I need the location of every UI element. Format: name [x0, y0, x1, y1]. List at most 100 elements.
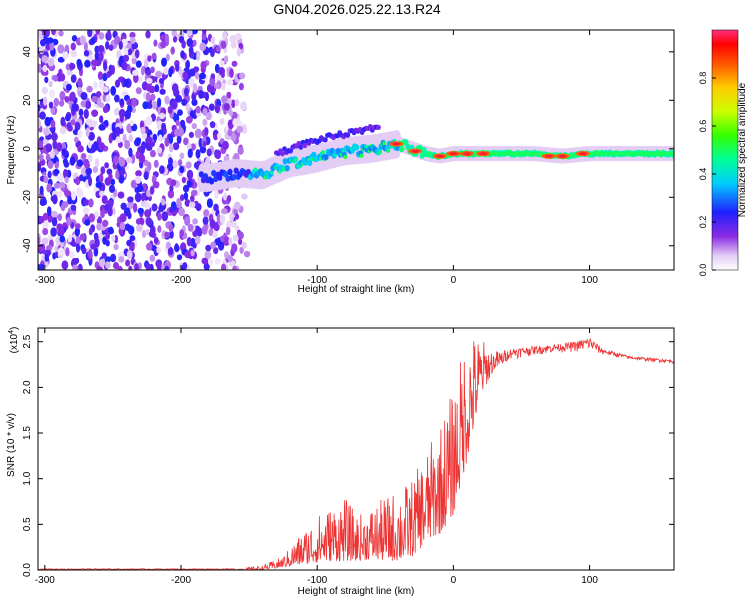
noise-blob: [170, 99, 178, 110]
noise-blob: [232, 234, 239, 242]
noise-blob: [221, 208, 228, 215]
noise-blob: [230, 220, 237, 228]
noise-blob: [169, 206, 174, 213]
noise-blob: [88, 176, 93, 187]
noise-blob: [110, 178, 116, 186]
noise-blob: [50, 107, 55, 115]
noise-blob: [152, 133, 158, 141]
noise-blob: [182, 262, 188, 270]
ridge-halo: [674, 146, 682, 161]
x-tick-label: -100: [307, 275, 327, 286]
noise-blob: [202, 118, 208, 127]
noise-blob: [59, 235, 66, 243]
x-tick-label: -200: [171, 575, 191, 586]
noise-blob: [185, 59, 191, 70]
noise-blob: [98, 173, 104, 184]
noise-blob: [98, 124, 105, 131]
noise-blob: [223, 103, 230, 111]
noise-blob: [38, 264, 42, 270]
noise-blob: [111, 131, 117, 141]
noise-blob: [236, 47, 241, 57]
noise-blob: [62, 51, 69, 60]
colorbar-tick-label: 0.8: [698, 72, 708, 85]
noise-blob: [67, 234, 73, 243]
noise-blob: [47, 57, 55, 67]
noise-blob: [202, 140, 207, 148]
noise-blob: [175, 94, 183, 103]
noise-blob: [206, 148, 212, 157]
noise-blob: [212, 231, 218, 239]
noise-blob: [180, 50, 185, 59]
noise-blob: [104, 256, 112, 263]
noise-blob: [241, 124, 248, 134]
noise-blob: [210, 48, 215, 58]
noise-blob: [171, 30, 177, 37]
noise-blob: [206, 198, 213, 209]
noise-blob: [70, 204, 77, 211]
noise-blob: [220, 40, 227, 49]
noise-blob: [194, 235, 201, 245]
noise-blob: [227, 195, 232, 203]
noise-blob: [41, 198, 47, 206]
noise-blob: [105, 40, 110, 50]
noise-blob: [58, 30, 64, 37]
noise-blob: [74, 226, 80, 237]
noise-blob: [237, 231, 244, 240]
noise-blob: [94, 233, 99, 242]
noise-blob: [190, 249, 195, 257]
noise-blob: [88, 54, 93, 62]
y-tick-label: -20: [22, 190, 33, 205]
noise-blob: [210, 241, 217, 249]
noise-blob: [78, 108, 84, 117]
noise-blob: [114, 136, 122, 144]
noise-blob: [49, 89, 55, 99]
snr-scale-close: ): [9, 327, 20, 330]
noise-blob: [91, 143, 97, 153]
noise-blob: [187, 148, 193, 158]
noise-blob: [158, 134, 163, 142]
ridge-point: [253, 167, 258, 172]
noise-blob: [157, 225, 162, 233]
colorbar-tick-label: 0.2: [698, 216, 708, 229]
noise-blob: [119, 213, 127, 223]
noise-blob: [191, 123, 197, 130]
noise-blob: [170, 46, 175, 55]
noise-blob: [131, 97, 138, 108]
noise-blob: [75, 236, 82, 245]
noise-blob: [43, 96, 48, 106]
noise-blob: [72, 264, 78, 270]
ridge-point: [320, 150, 325, 155]
noise-blob: [151, 53, 157, 60]
noise-blob: [225, 226, 231, 236]
noise-blob: [214, 149, 222, 160]
noise-blob: [125, 157, 133, 164]
noise-blob: [208, 228, 214, 236]
noise-blob: [238, 238, 243, 245]
noise-blob: [159, 77, 164, 85]
noise-blob: [190, 195, 195, 203]
colorbar-tick-label: 0.4: [698, 168, 708, 181]
noise-blob: [47, 160, 54, 169]
noise-blob: [151, 203, 158, 212]
ridge-point: [225, 175, 231, 182]
noise-blob: [203, 209, 210, 216]
noise-blob: [167, 106, 173, 114]
noise-blob: [186, 116, 193, 124]
noise-blob: [187, 180, 192, 188]
noise-blob: [71, 190, 76, 201]
y-tick-label: 2.0: [22, 380, 33, 394]
noise-blob: [222, 140, 229, 150]
spectrogram-plot-area: [38, 30, 682, 270]
noise-blob: [140, 126, 146, 135]
noise-blob: [144, 202, 151, 210]
noise-blob: [192, 218, 199, 225]
noise-blob: [102, 219, 109, 227]
noise-blob: [40, 39, 47, 47]
noise-blob: [124, 109, 131, 120]
x-tick-label: 100: [581, 275, 598, 286]
noise-blob: [208, 103, 215, 111]
noise-blob: [134, 192, 142, 203]
noise-blob: [144, 209, 152, 218]
noise-blob: [39, 146, 47, 154]
noise-blob: [161, 211, 169, 222]
